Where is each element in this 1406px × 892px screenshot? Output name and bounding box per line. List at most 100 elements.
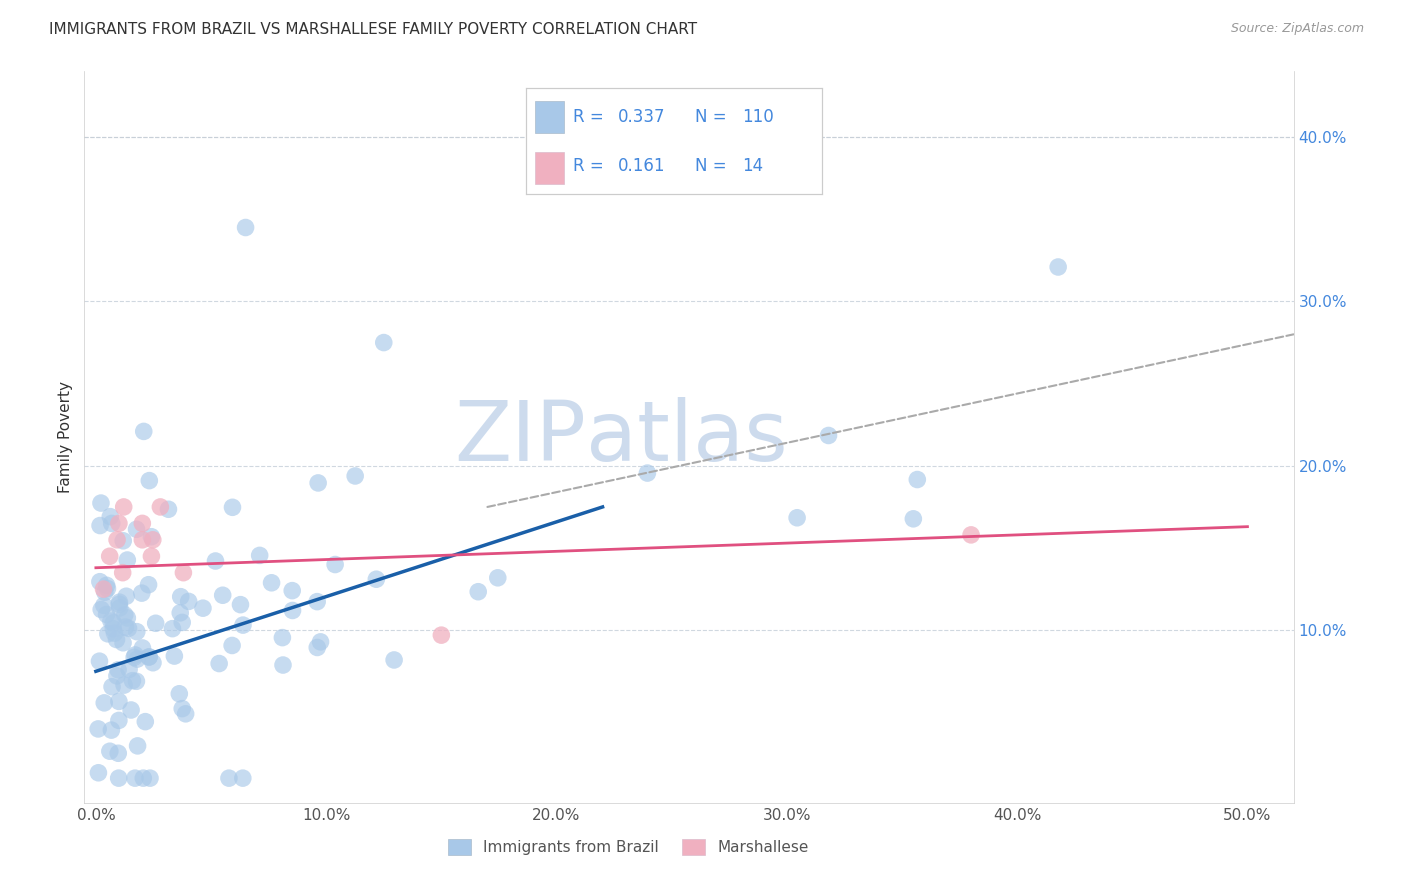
Point xyxy=(89,654,111,668)
Point xyxy=(100,723,122,738)
Point xyxy=(121,673,143,688)
Point xyxy=(786,510,808,524)
Point xyxy=(163,649,186,664)
Point xyxy=(105,669,128,683)
Point xyxy=(108,595,131,609)
Point xyxy=(93,696,115,710)
Point xyxy=(307,594,329,608)
Point xyxy=(373,335,395,350)
Point xyxy=(108,601,131,615)
Point xyxy=(172,701,194,715)
Text: IMMIGRANTS FROM BRAZIL VS MARSHALLESE FAMILY POVERTY CORRELATION CHART: IMMIGRANTS FROM BRAZIL VS MARSHALLESE FA… xyxy=(49,22,697,37)
Point xyxy=(141,549,163,564)
Point xyxy=(204,554,226,568)
Point xyxy=(87,722,110,736)
Point xyxy=(366,572,388,586)
Point xyxy=(124,771,146,785)
Point xyxy=(382,653,405,667)
Point xyxy=(94,585,117,599)
Point xyxy=(87,765,110,780)
Point xyxy=(115,589,138,603)
Point xyxy=(108,694,131,708)
Point xyxy=(98,744,121,758)
Point xyxy=(125,624,148,639)
Point xyxy=(118,663,141,677)
Point xyxy=(90,602,112,616)
Point xyxy=(96,607,118,622)
Point xyxy=(107,663,129,677)
Point xyxy=(960,528,983,542)
Point xyxy=(903,512,925,526)
Point xyxy=(100,516,122,531)
Point xyxy=(281,583,304,598)
Point xyxy=(1047,260,1070,274)
Point xyxy=(486,571,509,585)
Point xyxy=(125,522,148,536)
Point xyxy=(107,746,129,760)
Point xyxy=(114,620,136,634)
Point xyxy=(127,652,149,666)
Point xyxy=(174,706,197,721)
Point xyxy=(96,582,118,596)
Point xyxy=(100,614,122,628)
Point xyxy=(131,586,153,600)
Point xyxy=(218,771,240,785)
Point xyxy=(111,566,134,580)
Point xyxy=(430,628,453,642)
Point xyxy=(162,622,184,636)
Point xyxy=(97,627,120,641)
Point xyxy=(107,771,129,785)
Point xyxy=(307,475,329,490)
Point xyxy=(221,639,243,653)
Point xyxy=(124,648,146,662)
Point xyxy=(142,656,165,670)
Point xyxy=(112,678,135,692)
Point xyxy=(125,674,148,689)
Point xyxy=(114,607,136,622)
Point xyxy=(309,635,332,649)
Point xyxy=(177,594,200,608)
Point xyxy=(103,626,125,640)
Point xyxy=(103,622,125,636)
Point xyxy=(138,650,160,665)
Point xyxy=(157,502,180,516)
Text: Source: ZipAtlas.com: Source: ZipAtlas.com xyxy=(1230,22,1364,36)
Point xyxy=(132,771,155,785)
Point xyxy=(249,549,271,563)
Point xyxy=(138,474,160,488)
Point xyxy=(636,466,658,480)
Point xyxy=(117,621,139,635)
Text: atlas: atlas xyxy=(586,397,787,477)
Point xyxy=(93,599,115,613)
Point xyxy=(120,703,142,717)
Point xyxy=(271,631,294,645)
Point xyxy=(191,601,214,615)
Point xyxy=(139,771,162,785)
Point xyxy=(108,714,131,728)
Point xyxy=(122,650,145,665)
Point xyxy=(170,590,193,604)
Point xyxy=(131,516,153,531)
Point xyxy=(229,598,252,612)
Point xyxy=(169,687,191,701)
Point xyxy=(344,469,367,483)
Point xyxy=(132,425,155,439)
Point xyxy=(138,649,160,664)
Point xyxy=(260,575,283,590)
Point xyxy=(131,533,153,547)
Point xyxy=(127,739,149,753)
Point xyxy=(96,578,118,592)
Legend: Immigrants from Brazil, Marshallese: Immigrants from Brazil, Marshallese xyxy=(443,833,814,861)
Point xyxy=(149,500,172,514)
Point xyxy=(235,220,257,235)
Point xyxy=(172,566,194,580)
Point xyxy=(271,658,294,673)
Point xyxy=(817,428,839,442)
Point xyxy=(211,588,233,602)
Point xyxy=(169,606,191,620)
Point xyxy=(221,500,243,515)
Point xyxy=(232,618,254,632)
Point xyxy=(105,533,128,547)
Y-axis label: Family Poverty: Family Poverty xyxy=(58,381,73,493)
Point xyxy=(131,640,153,655)
